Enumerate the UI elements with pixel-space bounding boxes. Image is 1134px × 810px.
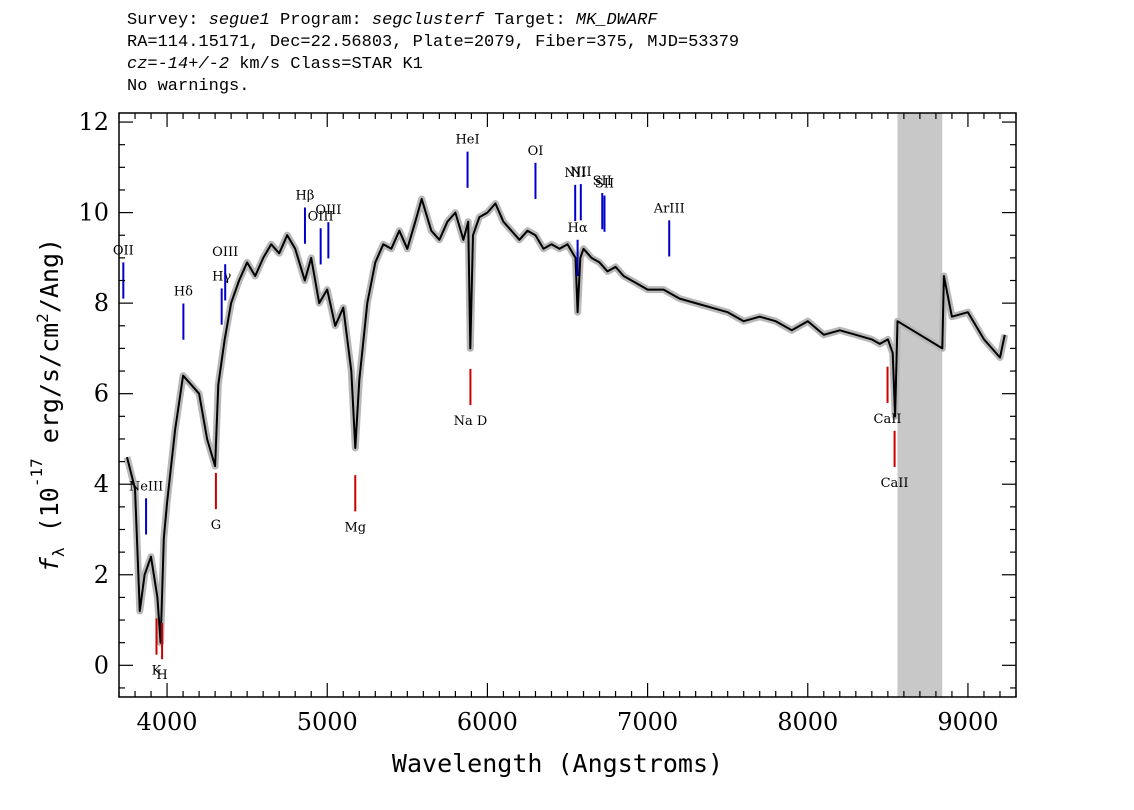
y-tick-label-8: 8 <box>94 289 109 317</box>
line-label-12: NII <box>570 165 592 180</box>
line-label-18: G <box>211 518 221 533</box>
line-label-20: Na D <box>454 414 488 429</box>
x-tick-label-7000: 7000 <box>617 708 678 736</box>
line-label-21: CaII <box>874 412 902 427</box>
y-tick-label-12: 12 <box>78 108 109 136</box>
y-tick-label-4: 4 <box>94 470 109 498</box>
line-label-17: H <box>156 668 167 683</box>
line-label-4: OIII <box>212 245 238 260</box>
y-tick-label-10: 10 <box>78 199 109 227</box>
y-tick-label-6: 6 <box>94 380 109 408</box>
line-label-1: NeIII <box>129 479 163 494</box>
x-tick-label-4000: 4000 <box>137 708 198 736</box>
header-line-3: cz=-14+/-2 km/s Class=STAR K1 <box>127 54 739 76</box>
line-label-9: OI <box>528 144 544 159</box>
line-label-16: K <box>152 664 162 679</box>
line-label-7: OIII <box>315 203 341 218</box>
spectrum-header: Survey: segue1 Program: segclusterf Targ… <box>127 10 739 98</box>
program-label: Program: <box>269 11 372 30</box>
cz-value: =-14+/-2 <box>147 55 230 74</box>
line-label-19: Mg <box>344 520 366 535</box>
target-label: Target: <box>484 11 576 30</box>
x-tick-label-9000: 9000 <box>937 708 998 736</box>
cz-label: cz <box>127 55 148 74</box>
header-line-1: Survey: segue1 Program: segclusterf Targ… <box>127 10 739 32</box>
header-line-4: No warnings. <box>127 77 250 96</box>
y-tick-label-2: 2 <box>94 561 109 589</box>
x-tick-label-6000: 6000 <box>457 708 518 736</box>
x-tick-label-8000: 8000 <box>777 708 838 736</box>
masked-region <box>897 113 943 697</box>
line-label-22: CaII <box>881 476 909 491</box>
line-label-14: SII <box>595 177 614 192</box>
line-label-11: Hα <box>568 221 588 236</box>
survey-label: Survey: <box>127 11 209 30</box>
y-tick-label-0: 0 <box>94 651 109 679</box>
x-tick-label-5000: 5000 <box>297 708 358 736</box>
line-label-15: ArIII <box>653 201 685 216</box>
line-label-5: Hβ <box>296 189 315 204</box>
y-axis-title: fλ (10-17 erg/s/cm2/Ang) <box>27 238 68 572</box>
line-label-0: OII <box>113 243 134 258</box>
line-label-6: OIII <box>308 209 334 224</box>
class-text: km/s Class=STAR K1 <box>229 55 423 74</box>
line-label-2: Hδ <box>174 285 193 300</box>
line-label-13: SII <box>593 174 612 189</box>
line-label-10: NII <box>564 166 586 181</box>
spectrum-line <box>126 198 1006 644</box>
program-value: segclusterf <box>371 11 485 30</box>
x-axis-title: Wavelength (Angstroms) <box>392 749 723 778</box>
target-value: MK_DWARF <box>575 11 658 30</box>
plot-frame <box>118 112 1017 698</box>
survey-value: segue1 <box>208 11 270 30</box>
line-label-3: Hγ <box>212 269 231 284</box>
line-label-8: HeI <box>455 133 479 148</box>
header-line-2: RA=114.15171, Dec=22.56803, Plate=2079, … <box>127 33 740 52</box>
